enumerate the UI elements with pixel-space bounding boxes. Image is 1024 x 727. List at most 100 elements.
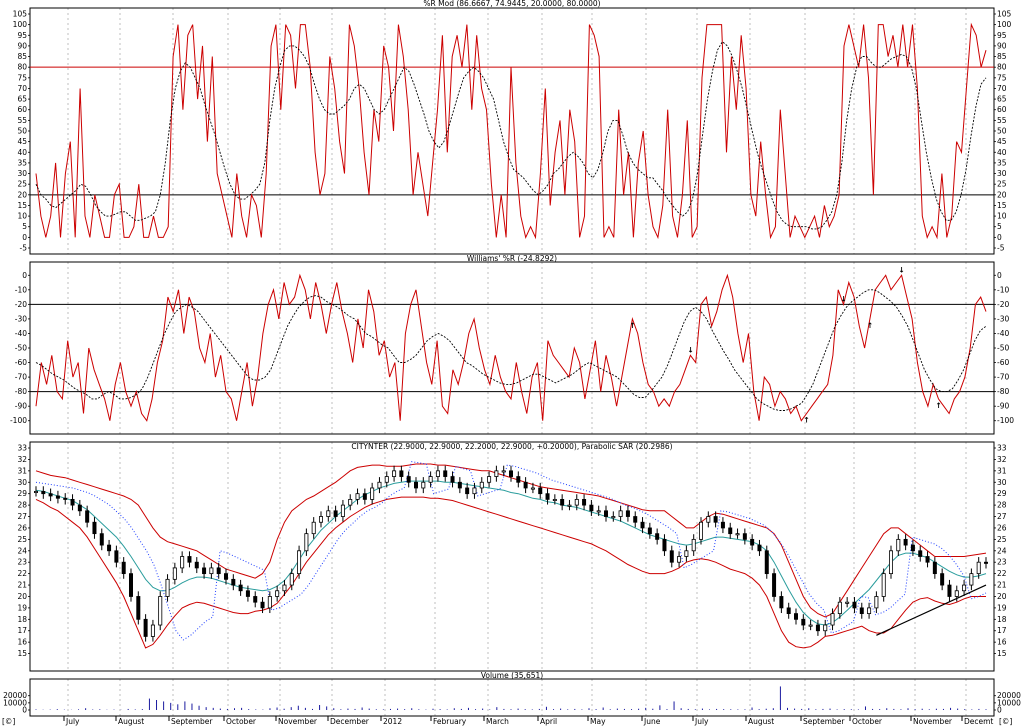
month-label: May (590, 717, 606, 726)
y-tick-label-left: 90 (17, 41, 27, 50)
y-tick-label-right: 10000 (997, 698, 1021, 707)
y-tick-label-right: 23 (997, 558, 1007, 567)
arrow-up-annotation: ↑ (936, 401, 942, 410)
y-tick-label-left: 15 (17, 649, 27, 658)
candle-body (289, 573, 294, 586)
candle-body (479, 481, 484, 489)
candle-body (962, 584, 967, 592)
candle-body (640, 521, 645, 529)
candle-body (406, 476, 411, 483)
candle-body (128, 573, 133, 597)
candle-body (99, 533, 104, 546)
y-tick-label-left: 20 (17, 592, 27, 601)
y-tick-label-right: 0 (997, 233, 1002, 242)
y-tick-label-left: 17 (17, 626, 27, 635)
y-tick-label-right: -90 (997, 402, 1009, 411)
y-tick-label-right: -80 (997, 387, 1009, 396)
y-tick-label-left: 105 (13, 10, 28, 19)
candle-body (165, 578, 170, 597)
candle-body (699, 521, 704, 540)
candle-body (618, 510, 623, 517)
candle-body (677, 556, 682, 563)
candle-body (881, 573, 886, 597)
candle-body (172, 567, 177, 580)
y-tick-label-left: 28 (17, 501, 27, 510)
candle-body (63, 497, 68, 500)
candle-body (333, 510, 338, 517)
month-label: 2012 (383, 717, 402, 726)
candle-body (596, 510, 601, 513)
candle-body (253, 596, 258, 603)
month-label: Decemt (964, 717, 993, 726)
candle-body (706, 516, 711, 523)
candle-body (720, 521, 725, 529)
y-tick-label-right: 35 (997, 158, 1007, 167)
candle-body (494, 470, 499, 477)
month-label: March (486, 717, 509, 726)
candle-body (318, 516, 323, 523)
candle-body (55, 495, 60, 499)
candle-body (121, 561, 126, 575)
trendline (876, 584, 987, 636)
candle-body (611, 516, 616, 519)
y-tick-label-right: 33 (997, 444, 1007, 453)
candle-body (786, 607, 791, 615)
y-tick-label-right: 30 (997, 169, 1007, 178)
month-label: June (643, 717, 661, 726)
candle-body (589, 504, 594, 512)
y-tick-label-left: -100 (10, 416, 27, 425)
y-tick-label-left: 70 (17, 84, 27, 93)
y-tick-label-right: 26 (997, 523, 1007, 532)
candle-body (984, 561, 989, 564)
candle-body (107, 544, 112, 552)
candle-body (457, 481, 462, 489)
y-tick-label-left: -90 (15, 402, 27, 411)
y-tick-label-left: -40 (15, 329, 27, 338)
panel-title-2: Williams' %R (-24.8292) (467, 254, 557, 263)
candle-body (932, 561, 937, 575)
oscillator-line (35, 273, 987, 422)
y-tick-label-right: 32 (997, 455, 1007, 464)
candle-body (625, 510, 630, 517)
candle-body (823, 624, 828, 632)
candle-body (742, 533, 747, 540)
y-tick-label-left: 15 (17, 201, 27, 210)
candle-body (582, 498, 587, 506)
y-tick-label-left: 10 (17, 212, 27, 221)
candle-body (815, 624, 820, 632)
candle-body (918, 550, 923, 557)
candle-body (560, 498, 565, 506)
y-tick-label-right: 29 (997, 489, 1007, 498)
y-tick-label-left: 40 (17, 148, 27, 157)
y-tick-label-right: 20 (997, 592, 1007, 601)
candle-body (794, 613, 799, 620)
candle-body (764, 550, 769, 575)
candle-body (713, 516, 718, 523)
y-tick-label-left: 18 (17, 615, 27, 624)
y-tick-label-right: 5 (997, 222, 1002, 231)
arrow-up-annotation: ↑ (629, 321, 635, 330)
candle-body (355, 493, 360, 500)
candle-body (143, 618, 148, 637)
month-label: November (913, 717, 953, 726)
y-tick-label-left: 0 (22, 233, 27, 242)
month-label: November (278, 717, 318, 726)
y-tick-label-right: 70 (997, 84, 1007, 93)
y-tick-label-right: 0 (997, 271, 1002, 280)
candle-body (136, 596, 141, 620)
y-tick-label-left: -5 (20, 244, 28, 253)
y-tick-label-left: 25 (17, 180, 27, 189)
candle-body (472, 487, 477, 495)
y-tick-label-right: 28 (997, 501, 1007, 510)
candle-body (392, 470, 397, 477)
candle-body (867, 607, 872, 615)
candle-body (728, 527, 733, 535)
y-tick-label-right: 25 (997, 180, 1007, 189)
candle-body (545, 493, 550, 500)
candle-body (297, 550, 302, 575)
arrow-down-annotation: ↓ (687, 345, 693, 354)
y-tick-label-left: -60 (15, 358, 27, 367)
panel-frame-3 (29, 441, 995, 672)
candle-body (34, 490, 39, 493)
candle-body (940, 573, 945, 586)
